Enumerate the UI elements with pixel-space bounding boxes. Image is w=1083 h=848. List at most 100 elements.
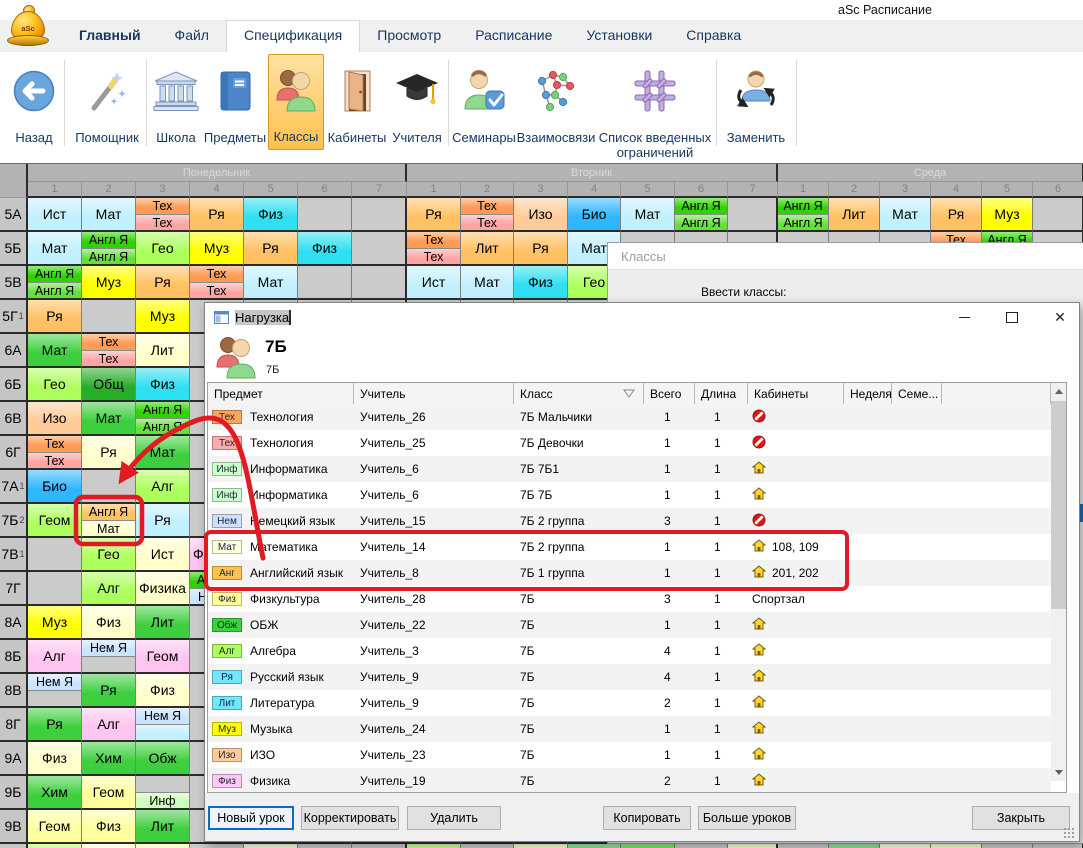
timetable-cell[interactable] [778,844,829,848]
timetable-cell[interactable]: Лит [136,334,190,368]
maximize-button[interactable] [989,303,1035,331]
timetable-cell[interactable]: Ря [28,300,82,334]
timetable-cell[interactable] [1033,198,1083,232]
timetable-cell[interactable]: Нем Я [136,708,190,742]
lesson-row[interactable]: Мат Математика Учитель_14 7Б 2 группа 1 1 108,… [208,534,1051,560]
timetable-cell[interactable]: Ря [82,674,136,708]
timetable-cell[interactable]: Мат [880,198,931,232]
timetable-cell[interactable]: Лит [136,606,190,640]
timetable-cell[interactable]: Муз [136,300,190,334]
timetable-cell[interactable]: Алг [82,572,136,606]
timetable-cell[interactable]: Муз [190,232,244,266]
timetable-cell[interactable]: Хим [82,742,136,776]
timetable-cell[interactable]: Ря [190,198,244,232]
filter-icon[interactable] [623,389,635,398]
copy-button[interactable]: Копировать [603,806,691,830]
timetable-cell[interactable]: Муз [28,606,82,640]
ribbon-tab[interactable]: Расписание [475,27,553,43]
timetable-cell[interactable]: Физ [28,742,82,776]
column-header[interactable]: Класс [514,383,644,404]
timetable-cell[interactable]: Алг [28,640,82,674]
timetable-cell[interactable] [829,844,880,848]
lesson-row[interactable]: Нем Немецкий язык Учитель_15 7Б 2 группа 3 1 [208,508,1051,534]
timetable-cell[interactable]: Лит [136,810,190,844]
timetable-cell[interactable] [28,572,82,606]
lesson-row[interactable]: Изо ИЗО Учитель_23 7Б 1 1 [208,742,1051,768]
classes-window-titlebar[interactable]: Классы [608,243,1083,270]
new-lesson-button[interactable]: Новый урок [208,806,294,830]
lesson-row[interactable]: Инф Информатика Учитель_6 7Б 7Б1 1 1 [208,456,1051,482]
lesson-row[interactable]: Анг Английский язык Учитель_8 7Б 1 группа 1 1… [208,560,1051,586]
timetable-cell[interactable]: Физ [82,810,136,844]
timetable-cell[interactable]: Гео [28,368,82,402]
timetable-cell[interactable]: Физ [298,232,352,266]
timetable-cell[interactable]: Геом [136,640,190,674]
timetable-cell[interactable]: Англ Я Мат [82,504,136,538]
column-header[interactable]: Всего [644,383,695,404]
lesson-row[interactable]: Муз Музыка Учитель_24 7Б 1 1 [208,716,1051,742]
timetable-cell[interactable] [407,844,461,848]
ribbon-tab[interactable]: Справка [686,27,742,43]
timetable-cell[interactable]: Ря [931,198,982,232]
timetable-cell[interactable] [352,266,407,300]
timetable-cell[interactable]: Ря [82,436,136,470]
timetable-cell[interactable]: Мат [136,436,190,470]
ribbon-tab[interactable]: Файл [174,27,209,43]
ribbon-tab[interactable]: Спецификация [225,20,361,52]
column-header[interactable]: Неделя [844,383,892,404]
timetable-cell[interactable]: Физ [136,674,190,708]
school-button[interactable]: Школа [150,56,202,150]
timetable-cell[interactable] [568,844,621,848]
lesson-row[interactable]: Тех Технология Учитель_26 7Б Мальчики 1 1 [208,404,1051,430]
timetable-cell[interactable]: Алг [82,708,136,742]
timetable-cell[interactable]: Ря [28,708,82,742]
timetable-cell[interactable] [298,198,352,232]
timetable-cell[interactable]: Муз [82,266,136,300]
timetable-cell[interactable] [728,844,778,848]
timetable-cell[interactable]: Инф [136,776,190,810]
timetable-cell[interactable] [621,844,675,848]
column-header[interactable]: Учитель [354,383,514,404]
timetable-cell[interactable] [298,266,352,300]
delete-button[interactable]: Удалить [407,806,501,830]
timetable-cell[interactable] [298,844,352,848]
timetable-cell[interactable]: Мат [244,266,298,300]
timetable-cell[interactable]: Ря [514,232,568,266]
timetable-cell[interactable]: Физ [82,606,136,640]
timetable-cell[interactable]: Мат [621,198,675,232]
column-header[interactable]: Предмет [208,383,354,404]
timetable-cell[interactable]: Мат [28,232,82,266]
edit-button[interactable]: Корректировать [301,806,399,830]
subjects-button[interactable]: Предметы [204,56,266,150]
resize-grip[interactable] [1063,827,1075,838]
teachers-button[interactable]: Учителя [389,56,445,150]
timetable-cell[interactable]: Ист [136,538,190,572]
lesson-row[interactable]: Тех Технология Учитель_25 7Б Девочки 1 1 [208,430,1051,456]
timetable-cell[interactable]: Физ [244,198,298,232]
column-header-filler[interactable] [942,383,1051,404]
timetable-cell[interactable]: Нем Я [28,674,82,708]
assistant-button[interactable]: Помощник [70,56,144,150]
lesson-row[interactable]: Физ Физика Учитель_19 7Б 2 1 [208,768,1051,792]
timetable-cell[interactable] [82,470,136,504]
dialog-titlebar[interactable]: Нагрузка ✕ [205,303,1079,331]
timetable-cell[interactable]: Изо [28,402,82,436]
minimize-button[interactable] [941,303,987,331]
timetable-cell[interactable] [28,844,82,848]
timetable-cell[interactable]: Геом [28,504,82,538]
timetable-cell[interactable]: Нем Я [82,640,136,674]
lesson-row[interactable]: Инф Информатика Учитель_6 7Б 7Б 1 1 [208,482,1051,508]
timetable-cell[interactable]: Ист [28,198,82,232]
timetable-cell[interactable] [28,538,82,572]
timetable-cell[interactable]: Мат [28,334,82,368]
timetable-cell[interactable] [352,198,407,232]
timetable-cell[interactable]: Био [568,198,621,232]
timetable-cell[interactable]: Изо [514,198,568,232]
close-button[interactable]: ✕ [1054,308,1066,325]
timetable-cell[interactable]: Ря [136,266,190,300]
timetable-cell[interactable]: Геом [28,810,82,844]
